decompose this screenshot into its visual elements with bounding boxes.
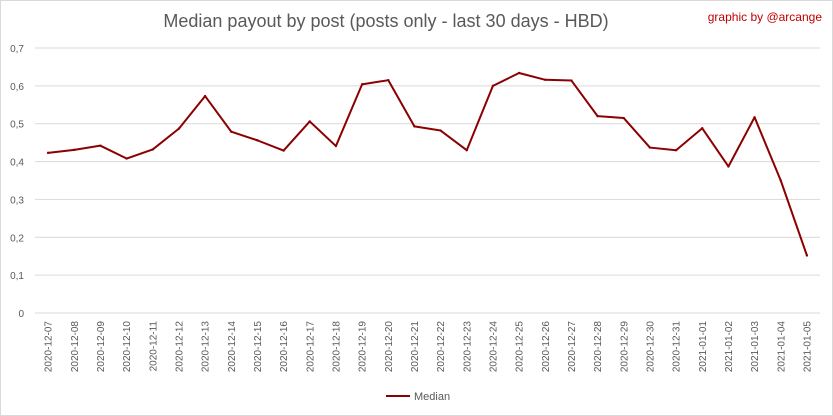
x-axis-ticks: 2020-12-07 2020-12-08 2020-12-09 2020-12-10… [44,321,814,373]
x-tick-label: 2020-12-26 [541,321,552,373]
x-tick-label: 2020-12-31 [672,321,683,373]
data-point [73,148,76,152]
y-tick-label: 0,4 [10,158,24,169]
x-tick-label: 2020-12-23 [462,321,473,373]
series-lines [46,71,809,257]
x-tick-label: 2020-12-18 [331,321,342,373]
series-line-median [47,71,808,257]
x-tick-label: 2020-12-15 [253,321,264,373]
x-tick-label: 2020-12-07 [44,321,55,373]
x-tick-label: 2020-12-21 [410,321,421,373]
x-tick-label: 2020-12-08 [70,321,81,373]
chart-title: Median payout by post (posts only - last… [163,11,609,31]
data-point [753,116,756,119]
data-point [230,130,233,133]
data-point [439,129,442,132]
data-point [334,144,338,148]
y-tick-label: 0,5 [10,120,24,131]
data-point [308,120,311,123]
y-tick-label: 0 [18,309,24,320]
data-point [360,83,364,86]
data-point [177,127,181,130]
data-point [491,84,495,88]
data-point [125,157,128,160]
data-point [648,146,652,149]
data-point [674,149,678,152]
data-point [779,179,782,182]
x-tick-label: 2020-12-14 [227,321,238,373]
x-tick-label: 2020-12-13 [201,321,212,373]
x-tick-label: 2020-12-19 [358,321,369,373]
data-point [282,149,285,152]
y-tick-label: 0,2 [10,233,24,244]
x-tick-label: 2021-01-05 [802,321,813,373]
data-point [517,71,521,75]
y-tick-label: 0,1 [10,271,24,282]
data-point [570,79,573,82]
x-tick-label: 2020-12-17 [305,321,316,373]
data-point [99,144,102,147]
x-tick-label: 2020-12-16 [279,321,290,373]
data-point [727,165,730,168]
y-tick-label: 0,3 [10,195,24,206]
data-point [544,78,547,82]
data-point [413,125,416,128]
x-tick-label: 2020-12-11 [148,321,159,372]
x-tick-label: 2020-12-22 [436,321,447,373]
data-point [203,94,207,98]
data-point [465,149,468,152]
gridlines [35,47,820,314]
y-axis-ticks: 0 0,1 0,2 0,3 0,4 0,5 0,6 0,7 [10,44,24,320]
data-point [46,151,50,155]
credit-label: graphic by @arcange [707,10,822,24]
data-point [256,139,259,142]
data-point [387,78,390,82]
legend: Median [386,391,450,403]
x-tick-label: 2021-01-03 [750,321,761,373]
y-tick-label: 0,6 [10,82,24,93]
x-tick-label: 2020-12-09 [96,321,107,373]
x-tick-label: 2021-01-01 [698,321,709,373]
x-tick-label: 2020-12-27 [567,321,578,373]
x-tick-label: 2020-12-12 [174,321,185,373]
x-tick-label: 2020-12-25 [515,321,526,373]
data-point [805,254,809,257]
x-tick-label: 2020-12-10 [122,321,133,373]
x-tick-label: 2021-01-04 [776,321,787,373]
x-tick-label: 2020-12-20 [384,321,395,373]
data-point [151,148,154,151]
x-tick-label: 2020-12-30 [645,321,656,373]
x-tick-label: 2020-12-28 [593,321,604,373]
x-tick-label: 2021-01-02 [724,321,735,373]
x-tick-label: 2020-12-29 [619,321,630,373]
data-point [596,114,599,118]
x-tick-label: 2020-12-24 [488,321,499,373]
y-tick-label: 0,7 [10,44,24,55]
data-point [622,116,625,120]
data-point [701,127,704,130]
legend-label: Median [414,391,450,403]
